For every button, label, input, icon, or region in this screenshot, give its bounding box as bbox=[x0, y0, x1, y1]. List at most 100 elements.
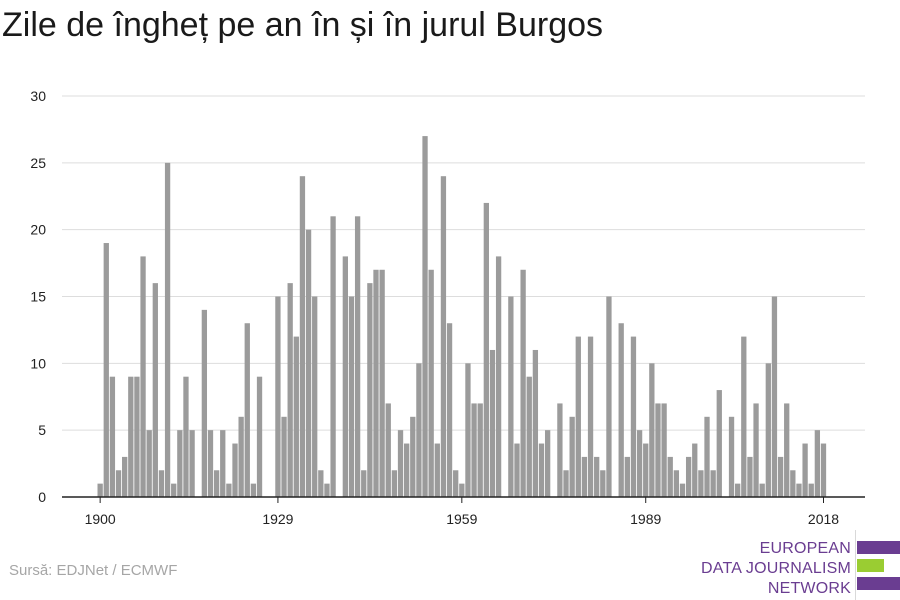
bar bbox=[379, 269, 385, 497]
bar bbox=[747, 456, 753, 497]
bar bbox=[367, 283, 373, 497]
bar bbox=[293, 336, 299, 497]
bar bbox=[256, 376, 263, 497]
bar bbox=[661, 403, 667, 497]
bar bbox=[692, 443, 698, 497]
bar bbox=[459, 483, 465, 497]
bar bbox=[446, 323, 453, 497]
logo-bar-top bbox=[857, 541, 900, 554]
bar bbox=[361, 470, 367, 497]
bar bbox=[250, 483, 257, 497]
bar bbox=[600, 470, 606, 497]
logo-line-3: NETWORK bbox=[767, 580, 851, 597]
bar bbox=[318, 470, 324, 497]
bar bbox=[391, 470, 398, 497]
bars bbox=[97, 136, 827, 498]
bar bbox=[128, 376, 134, 497]
bar bbox=[103, 243, 109, 497]
y-tick-label: 30 bbox=[30, 88, 46, 104]
bar bbox=[544, 430, 551, 497]
logo-bar-bottom bbox=[857, 577, 900, 590]
bar bbox=[606, 296, 612, 497]
bar bbox=[483, 202, 489, 497]
y-tick-label: 15 bbox=[30, 289, 46, 305]
bar bbox=[685, 456, 692, 497]
bar bbox=[520, 269, 526, 497]
bar bbox=[440, 176, 447, 497]
bar bbox=[232, 443, 238, 497]
bar bbox=[673, 470, 680, 497]
bar bbox=[213, 470, 220, 497]
bar bbox=[434, 443, 440, 497]
bar bbox=[324, 483, 330, 497]
x-tick-label: 1929 bbox=[262, 511, 293, 527]
bar bbox=[122, 456, 128, 497]
bar bbox=[177, 430, 183, 497]
edjnet-logo: EUROPEAN DATA JOURNALISM NETWORK bbox=[700, 530, 900, 600]
bar bbox=[171, 483, 177, 497]
logo-line-2: DATA JOURNALISM bbox=[701, 560, 851, 577]
bar bbox=[649, 363, 655, 497]
bar bbox=[716, 390, 722, 497]
bar bbox=[618, 323, 624, 497]
bar bbox=[563, 470, 569, 497]
bar bbox=[508, 296, 514, 497]
bar bbox=[312, 296, 318, 497]
bar bbox=[348, 296, 355, 497]
bar bbox=[238, 416, 244, 497]
bar bbox=[404, 443, 410, 497]
x-axis: 1900 1929 1959 1989 2018 bbox=[62, 496, 865, 527]
bar bbox=[428, 269, 434, 497]
bar bbox=[207, 430, 214, 497]
y-tick-label: 5 bbox=[38, 422, 46, 438]
bar bbox=[281, 416, 287, 497]
bar bbox=[643, 443, 649, 497]
bar bbox=[557, 403, 563, 497]
bar bbox=[305, 229, 312, 497]
bar bbox=[109, 376, 116, 497]
chart-title: Zile de îngheț pe an în și în jurul Burg… bbox=[2, 6, 604, 44]
bar bbox=[201, 309, 208, 497]
bar bbox=[765, 363, 771, 497]
bar bbox=[790, 470, 796, 497]
logo-divider bbox=[855, 530, 856, 600]
y-tick-label: 0 bbox=[38, 489, 46, 505]
y-tick-label: 25 bbox=[30, 155, 46, 171]
bar bbox=[655, 403, 661, 497]
bar bbox=[416, 363, 422, 497]
bar bbox=[287, 283, 293, 497]
bar bbox=[146, 430, 152, 497]
bar bbox=[538, 443, 545, 497]
bar bbox=[299, 176, 306, 497]
bar bbox=[152, 283, 158, 497]
bar bbox=[453, 470, 459, 497]
bar bbox=[710, 470, 716, 497]
y-axis-ticks: 0 5 10 15 20 25 30 bbox=[30, 88, 46, 505]
bar bbox=[532, 349, 539, 497]
bar bbox=[410, 416, 416, 497]
bar bbox=[275, 296, 281, 497]
bar bbox=[373, 269, 379, 497]
bar bbox=[489, 349, 496, 497]
bar bbox=[796, 483, 802, 497]
bar bbox=[471, 403, 477, 497]
bar bbox=[636, 430, 643, 497]
bar bbox=[753, 403, 759, 497]
bar bbox=[569, 416, 575, 497]
bar bbox=[342, 256, 348, 497]
bar bbox=[771, 296, 778, 497]
bar bbox=[164, 162, 171, 498]
bar bbox=[526, 376, 532, 497]
y-tick-label: 10 bbox=[30, 355, 46, 371]
bar bbox=[581, 456, 588, 497]
bar bbox=[97, 483, 103, 497]
bar bbox=[514, 443, 520, 497]
x-tick-label: 2018 bbox=[808, 511, 839, 527]
bar bbox=[802, 443, 808, 497]
bar bbox=[741, 336, 747, 497]
bar bbox=[777, 456, 784, 497]
bar bbox=[477, 403, 483, 497]
logo-line-1: EUROPEAN bbox=[759, 540, 851, 557]
logo-text: EUROPEAN DATA JOURNALISM NETWORK bbox=[701, 539, 851, 599]
